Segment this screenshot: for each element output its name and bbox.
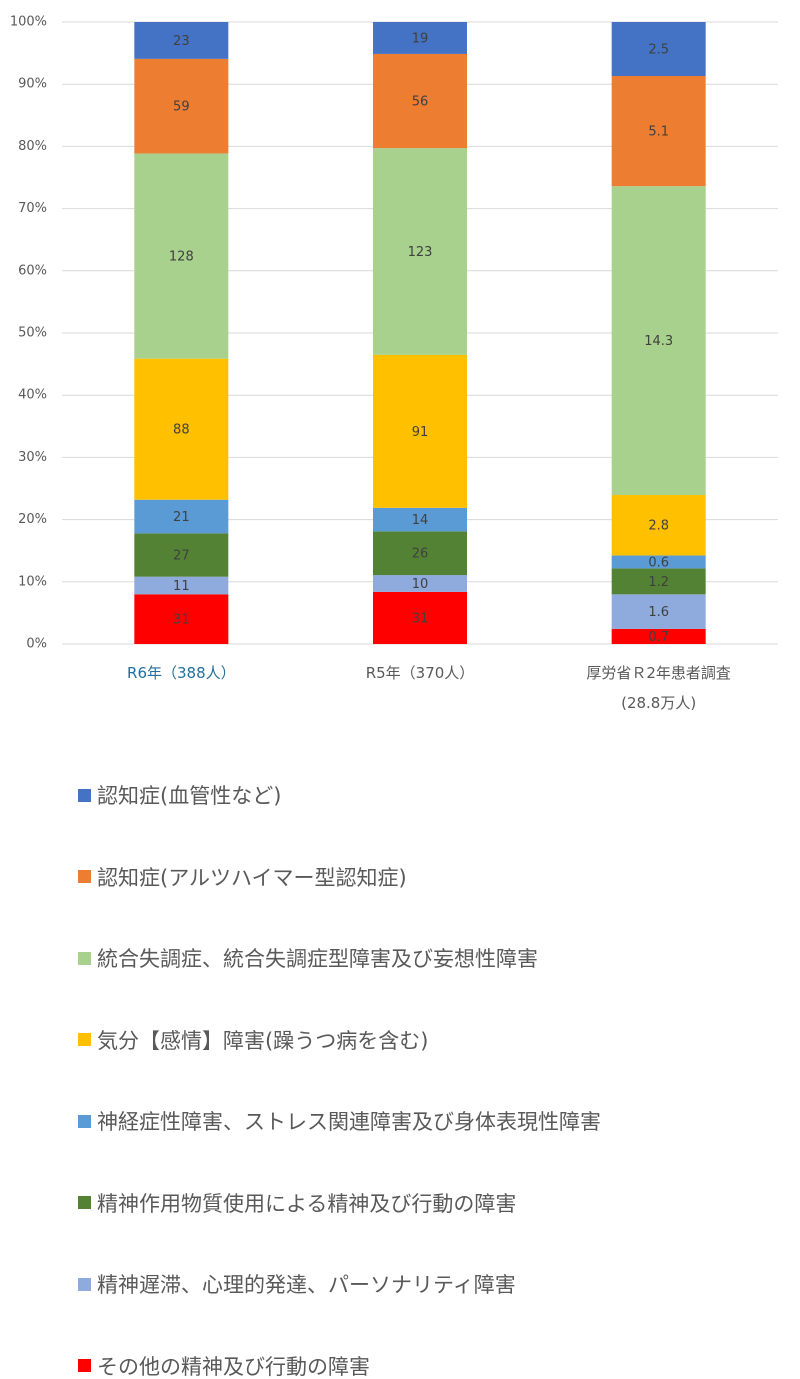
legend-label: 神経症性障害、ストレス関連障害及び身体表現性障害: [97, 1110, 601, 1134]
bar-segment: [134, 533, 229, 577]
data-label: 2.5: [648, 42, 669, 57]
data-label: 0.7: [648, 630, 669, 645]
y-tick-label: 100%: [10, 15, 47, 30]
legend-label: その他の精神及び行動の障害: [97, 1354, 370, 1379]
data-label: 1.6: [648, 605, 669, 620]
legend-swatch: [78, 951, 91, 965]
legend-swatch: [78, 1114, 91, 1128]
bar-segment: [611, 186, 706, 495]
data-label: 56: [412, 95, 429, 110]
y-tick-label: 40%: [18, 388, 47, 403]
legend-entry: 認知症(アルツハイマー型認知症): [78, 862, 407, 892]
bar-segment: [134, 576, 229, 595]
bar-segment: [373, 531, 467, 576]
data-label: 14.3: [644, 334, 673, 349]
data-label: 91: [412, 425, 429, 440]
bar-segment: [373, 22, 467, 54]
y-tick-label: 80%: [18, 139, 47, 154]
legend-label: 精神遅滞、心理的発達、パーソナリティ障害: [97, 1273, 516, 1297]
legend-label: 精神作用物質使用による精神及び行動の障害: [97, 1191, 517, 1216]
data-label: 88: [173, 423, 190, 438]
y-tick-label: 30%: [18, 450, 47, 465]
legend-swatch: [78, 1359, 91, 1372]
bar-segment: [134, 358, 229, 500]
y-tick-label: 20%: [18, 512, 47, 527]
legend-swatch: [78, 1277, 91, 1291]
data-label: 59: [173, 100, 190, 115]
data-label: 26: [412, 547, 429, 562]
bar-segment: [611, 494, 706, 556]
bar-segment: [611, 594, 706, 629]
legend-entry: 認知症(血管性など): [78, 780, 281, 810]
legend-swatch: [78, 788, 91, 802]
bar-segment: [373, 53, 467, 149]
bar-segment: [611, 628, 706, 644]
data-label: 0.6: [648, 555, 669, 570]
legend-label: 統合失調症、統合失調症型障害及び妄想性障害: [97, 947, 538, 971]
bar-segment: [373, 575, 467, 592]
y-tick-label: 60%: [18, 263, 47, 278]
data-label: 2.8: [648, 519, 669, 534]
y-tick-label: 70%: [18, 201, 47, 216]
legend-entry: 気分【感情】障害(躁うつ病を含む): [78, 1025, 428, 1055]
legend-label: 認知症(血管性など): [97, 784, 282, 808]
legend-entry: 神経症性障害、ストレス関連障害及び身体表現性障害: [78, 1106, 601, 1136]
bar-segment: [134, 22, 229, 59]
bar-segment: [611, 22, 706, 76]
bar-segment: [373, 148, 467, 355]
y-tick-label: 0%: [26, 637, 47, 652]
y-tick-label: 90%: [18, 77, 47, 92]
legend-swatch: [78, 1033, 91, 1046]
data-label: 31: [412, 611, 429, 626]
bar-segment: [134, 58, 229, 154]
bar-segment: [134, 153, 229, 359]
x-tick-label: 厚労省Ｒ2年患者調査 (28.8万人): [586, 664, 731, 712]
x-tick-label: R6年（388人）: [127, 664, 236, 682]
x-tick-label: R5年（370人）: [365, 664, 475, 682]
legend-entry: 統合失調症、統合失調症型障害及び妄想性障害: [78, 943, 538, 973]
bar-segment: [373, 591, 467, 644]
data-label: 19: [412, 31, 429, 46]
legend-label: 気分【感情】障害(躁うつ病を含む): [97, 1028, 429, 1053]
bar-segment: [134, 594, 229, 644]
data-label: 1.2: [648, 575, 669, 590]
y-tick-label: 10%: [18, 574, 47, 589]
data-label: 27: [173, 549, 190, 564]
legend-swatch: [78, 1196, 91, 1209]
data-label: 14: [412, 513, 429, 528]
legend-entry: その他の精神及び行動の障害: [78, 1351, 370, 1379]
legend-label: 認知症(アルツハイマー型認知症): [97, 865, 407, 890]
bar-segment: [373, 354, 467, 508]
bar-segment: [134, 499, 229, 534]
data-label: 31: [173, 613, 190, 628]
data-label: 10: [412, 577, 429, 592]
bar-segment: [611, 555, 706, 569]
legend-swatch: [78, 870, 91, 883]
bar-segment: [611, 75, 706, 187]
bar-segment: [611, 568, 706, 595]
chart: 0% 10% 20% 30% 40% 50% 60% 70% 80% 90% 100% 31 11 27 2…: [10, 15, 778, 652]
data-label: 5.1: [648, 125, 669, 140]
legend-entry: 精神作用物質使用による精神及び行動の障害: [78, 1188, 516, 1218]
bar-segment: [373, 507, 467, 532]
data-label: 128: [169, 250, 194, 265]
data-label: 123: [408, 245, 433, 260]
y-tick-label: 50%: [18, 326, 47, 341]
data-label: 21: [173, 510, 190, 525]
data-label: 11: [173, 579, 190, 594]
data-label: 23: [173, 34, 190, 49]
legend-entry: 精神遅滞、心理的発達、パーソナリティ障害: [78, 1269, 516, 1299]
